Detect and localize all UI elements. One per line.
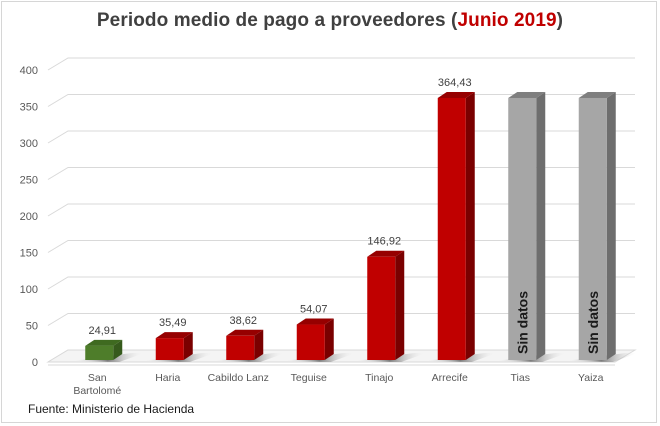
gridline (47, 130, 635, 144)
bar-front (155, 338, 184, 360)
title-highlight: Junio 2019 (457, 10, 557, 31)
category-label: Tias (511, 372, 530, 384)
category-label: Bartolomé (73, 385, 121, 397)
bar (578, 91, 616, 361)
category-label: Haria (155, 372, 180, 384)
chart-title: Periodo medio de pago a proveedores (Jun… (0, 10, 660, 32)
title-main: Periodo medio de pago a proveedores ( (96, 10, 458, 31)
bar-top (367, 250, 405, 257)
bar-top (578, 91, 616, 98)
data-label: 35,49 (159, 317, 187, 329)
category-label: Arrecife (432, 372, 468, 384)
bar-front (508, 97, 537, 361)
bar-front (437, 97, 466, 361)
bar (296, 318, 334, 360)
y-tick-label: 0 (32, 357, 38, 369)
bar-side (465, 91, 475, 361)
bar-side (183, 332, 193, 360)
gridline (47, 94, 635, 107)
bar-side (536, 91, 546, 361)
bar-top (85, 339, 123, 346)
bar (367, 250, 405, 360)
data-label: 24,91 (88, 325, 116, 337)
data-label: 38,62 (229, 315, 257, 327)
category-label: Teguise (291, 372, 327, 384)
gridlines (47, 57, 635, 363)
data-label: 364,43 (438, 77, 472, 89)
data-label: 54,07 (300, 304, 328, 316)
y-tick-label: 300 (20, 138, 38, 150)
bar-top (226, 329, 264, 336)
bar (508, 91, 546, 361)
no-data-label: Sin datos (585, 291, 601, 354)
gridline (47, 276, 635, 290)
no-data-label: Sin datos (514, 291, 530, 354)
y-tick-label: 400 (20, 65, 38, 77)
y-tick-label: 100 (20, 284, 38, 296)
bar-side (113, 339, 123, 360)
y-tick-label: 350 (20, 102, 38, 114)
category-label: Tinajo (365, 372, 393, 384)
bar (155, 332, 193, 360)
y-tick-label: 250 (20, 175, 38, 187)
title-end: ) (556, 10, 564, 31)
bar-top (155, 332, 193, 339)
bar-top (508, 91, 546, 98)
data-labels: 24,91 35,49 38,62 54,07 146,92 364,43 Sin dato… (88, 77, 600, 354)
bar-front (85, 345, 114, 360)
y-axis-ticks: 0 50 100 150 200 250 300 350 400 (20, 65, 38, 369)
source-note: Fuente: Ministerio de Hacienda (28, 402, 195, 416)
bar (85, 339, 123, 360)
bar-front (296, 324, 325, 360)
y-tick-label: 200 (20, 211, 38, 223)
bar (437, 91, 475, 361)
bar-top (296, 318, 334, 325)
gridline (47, 167, 635, 180)
bar-front (226, 335, 255, 360)
gridline (47, 240, 635, 253)
bar-side (254, 329, 264, 360)
gridline (47, 203, 635, 217)
category-label: San (88, 372, 107, 384)
category-label: Yaiza (578, 372, 604, 384)
bar-side (324, 318, 334, 360)
data-label: 146,92 (367, 236, 401, 248)
gridline (47, 57, 635, 71)
bar-top (437, 91, 475, 98)
y-tick-label: 50 (26, 321, 38, 333)
category-label: Cabildo Lanz (208, 372, 269, 384)
gridline (47, 313, 635, 326)
y-tick-label: 150 (20, 248, 38, 260)
bar (226, 329, 264, 360)
bar-side (395, 250, 405, 360)
bar-side (606, 91, 616, 361)
bar-front (578, 97, 607, 361)
bars (71, 91, 638, 362)
bar-front (367, 256, 396, 360)
